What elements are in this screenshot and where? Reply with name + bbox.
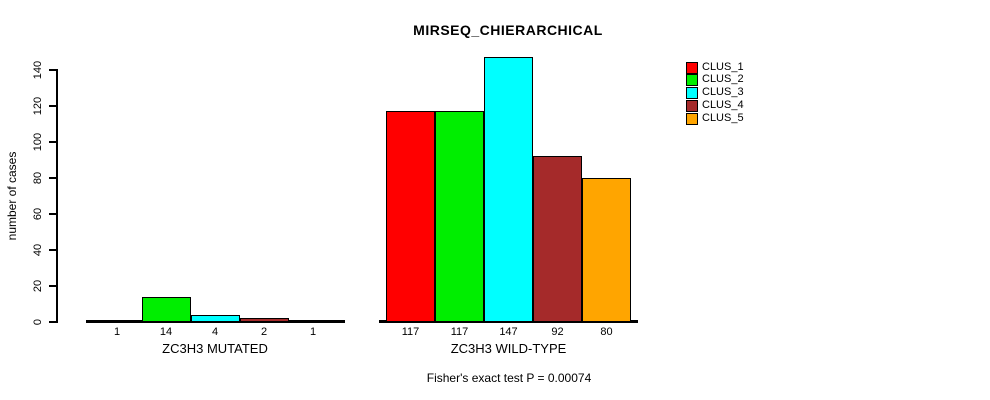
y-tick-label: 40 <box>32 243 44 257</box>
y-tick <box>49 141 57 143</box>
bar-value-label: 92 <box>551 326 564 338</box>
bar-clus_2-group1 <box>141 296 191 322</box>
bar-clus_2-group2 <box>435 111 484 322</box>
y-tick <box>49 249 57 251</box>
y-tick <box>49 105 57 107</box>
y-tick <box>49 321 57 323</box>
bar-value-label: 80 <box>600 326 613 338</box>
bar-value-label: 147 <box>499 326 518 338</box>
bar-clus_4-group2 <box>533 156 582 322</box>
x-axis-group-label: ZC3H3 WILD-TYPE <box>450 341 567 356</box>
chart-title: MIRSEQ_CHIERARCHICAL <box>413 22 603 38</box>
y-tick-label: 20 <box>32 279 44 293</box>
bar-value-label: 117 <box>450 326 469 338</box>
y-tick <box>49 177 57 179</box>
y-tick <box>49 69 57 71</box>
bar-clus_4-group1 <box>239 318 289 322</box>
y-tick <box>49 285 57 287</box>
footnote-pvalue: Fisher's exact test P = 0.00074 <box>426 371 592 385</box>
y-tick-label: 100 <box>32 132 44 152</box>
y-tick-label: 0 <box>32 318 44 326</box>
bar-value-label: 4 <box>211 326 219 338</box>
bar-value-label: 2 <box>260 326 268 338</box>
bar-clus_1-group1 <box>92 320 142 323</box>
x-axis-group-label: ZC3H3 MUTATED <box>162 341 268 356</box>
legend-swatch-clus_4 <box>686 99 698 112</box>
legend-swatch-clus_5 <box>686 112 698 125</box>
bar-value-label: 117 <box>401 326 420 338</box>
y-tick-label: 140 <box>32 60 44 80</box>
y-tick-label: 60 <box>32 207 44 221</box>
y-axis <box>56 69 58 323</box>
bar-value-label: 14 <box>159 326 173 338</box>
legend-label: CLUS_2 <box>702 73 744 86</box>
y-tick-label: 120 <box>32 96 44 116</box>
bar-value-label: 1 <box>113 326 121 338</box>
y-tick-label: 80 <box>32 171 44 185</box>
legend-swatch-clus_1 <box>686 61 698 74</box>
legend-label: CLUS_4 <box>702 98 744 111</box>
bar-clus_5-group2 <box>582 178 631 322</box>
bar-clus_1-group2 <box>386 111 435 322</box>
bar-value-label: 1 <box>309 326 317 338</box>
legend-label: CLUS_3 <box>702 86 744 99</box>
legend-label: CLUS_1 <box>702 60 744 73</box>
bar-clus_5-group1 <box>288 320 338 323</box>
bar-clus_3-group2 <box>484 57 533 322</box>
y-tick <box>49 213 57 215</box>
bar-clus_3-group1 <box>190 314 240 322</box>
legend-label: CLUS_5 <box>702 111 744 124</box>
legend-swatch-clus_3 <box>686 87 698 100</box>
legend-swatch-clus_2 <box>686 74 698 87</box>
